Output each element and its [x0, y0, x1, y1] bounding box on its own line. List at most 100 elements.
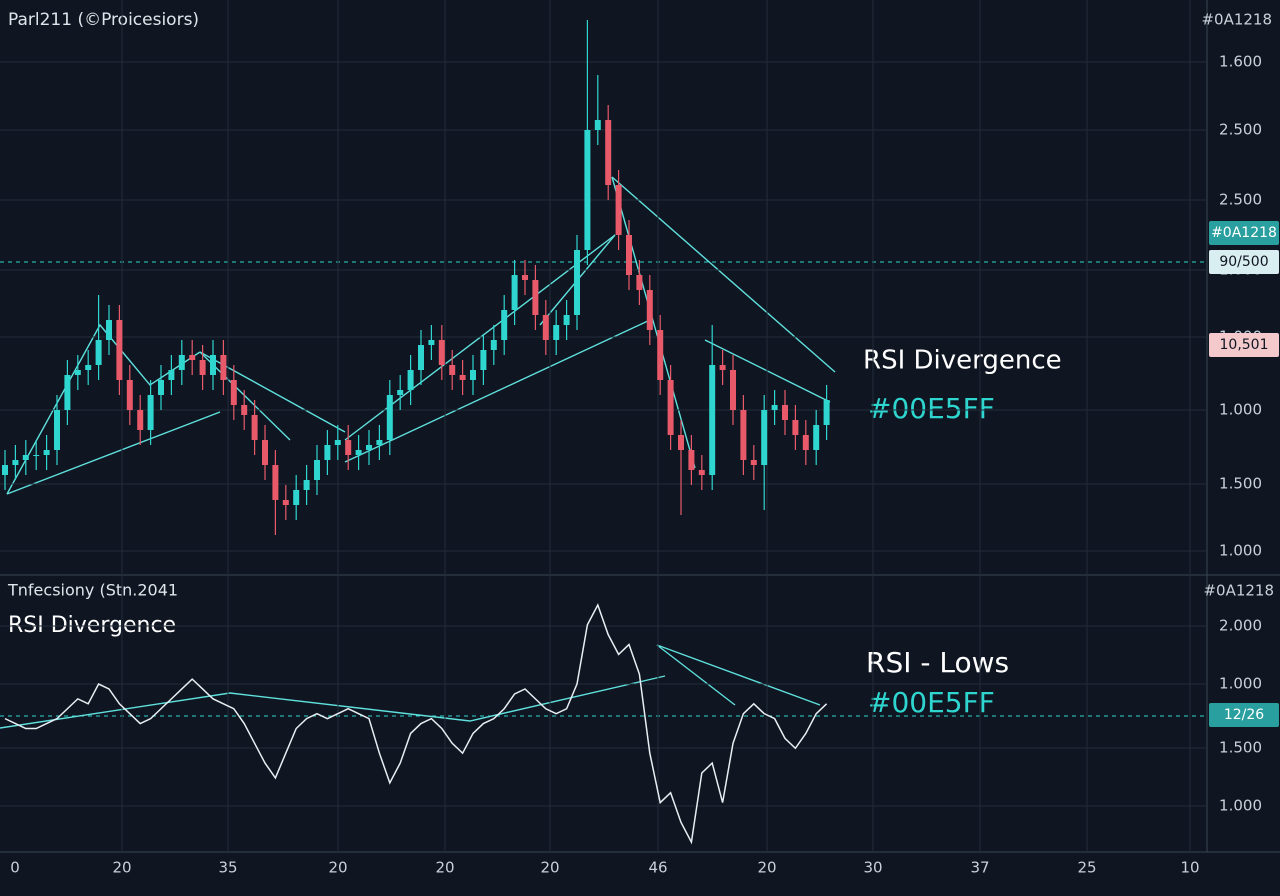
candle-body [802, 435, 809, 450]
candle-body [698, 470, 705, 475]
candle-body [407, 370, 414, 390]
candle-body [106, 320, 112, 340]
candle-body [584, 130, 591, 250]
x-tick-label: 46 [648, 859, 667, 877]
x-tick-label: 37 [970, 859, 989, 877]
price-label: 1.000 [1219, 675, 1262, 693]
grid [0, 0, 1280, 853]
candle-body [282, 500, 289, 505]
annotation-color: #00E5FF [868, 392, 995, 425]
annotation: RSI - Lows [866, 646, 1009, 679]
x-tick-label: 20 [328, 859, 347, 877]
candle-body [137, 410, 144, 430]
price-badge [1209, 221, 1279, 245]
candle-body [397, 390, 404, 395]
candle-body [116, 320, 123, 380]
candle-body [438, 340, 445, 365]
candle-body [490, 340, 497, 350]
candle-body [782, 405, 788, 420]
candle-body [230, 380, 237, 405]
price-label: 1.600 [1219, 53, 1262, 71]
pane-title: Tnfecsiony (Stn.2041 [7, 581, 178, 600]
price-badge [1209, 333, 1279, 357]
candle-body [646, 290, 653, 330]
candle-body [428, 340, 435, 345]
candle-body [470, 370, 476, 380]
x-tick-label: 10 [1180, 859, 1199, 877]
candle-body [366, 445, 372, 450]
candle-body [657, 330, 664, 380]
candle-body [750, 460, 757, 465]
candle-body [761, 410, 768, 465]
candle-body [147, 395, 154, 430]
candle-body [709, 365, 716, 475]
candle-body [594, 120, 601, 130]
price-label: 1.500 [1219, 475, 1262, 493]
candle-body [43, 450, 50, 455]
candle-body [12, 460, 19, 465]
annotation: RSI Divergence [863, 346, 1062, 376]
candle-body [158, 380, 164, 395]
corner-label: #0A1218 [1201, 11, 1272, 29]
chart-title: Parl211 (©Proicesiors) [8, 10, 199, 30]
candle-body [522, 275, 528, 280]
price-label: 2.500 [1219, 191, 1262, 209]
price-badge-label: 12/26 [1224, 707, 1264, 723]
candle-body [168, 370, 175, 380]
annotation-color: #00E5FF [868, 686, 995, 719]
price-label: 1.000 [1219, 542, 1262, 560]
x-tick-label: 20 [540, 859, 559, 877]
candle-body [178, 355, 185, 370]
price-badge [1209, 703, 1279, 727]
candle-body [189, 355, 196, 360]
candle-body [85, 365, 92, 370]
price-label: 2.000 [1219, 617, 1262, 635]
corner-label: #0A1218 [1203, 582, 1274, 600]
price-badge [1209, 250, 1279, 274]
candle-body [210, 355, 216, 375]
price-label: 1.500 [1219, 739, 1262, 757]
candle-body [688, 450, 695, 470]
x-tick-label: 20 [435, 859, 454, 877]
candle-body [740, 410, 747, 460]
candle-body [563, 315, 570, 325]
candle-body [615, 185, 622, 235]
candle-body [771, 405, 778, 410]
candle-body [33, 455, 40, 456]
x-tick-label: 30 [863, 859, 882, 877]
x-tick-label: 20 [757, 859, 776, 877]
candle-body [532, 280, 539, 315]
candle-body [355, 450, 362, 455]
candle-body [418, 345, 424, 370]
candle-body [480, 350, 487, 370]
price-label: 2.500 [1219, 121, 1262, 139]
candle-body [126, 380, 133, 410]
candle-body [459, 375, 466, 380]
candle-body [719, 365, 726, 370]
candle-body [241, 405, 248, 415]
candle-body [792, 420, 799, 435]
candle-body [314, 460, 320, 480]
price-badge-label: 90/500 [1219, 254, 1268, 270]
candle-body [324, 445, 331, 460]
price-label: 1.000 [1219, 401, 1262, 419]
candle-body [501, 310, 508, 340]
price-label: 1.000 [1219, 797, 1262, 815]
candle-body [449, 365, 456, 375]
candle-body [251, 415, 258, 440]
candle-body [293, 490, 300, 505]
x-tick-label: 35 [218, 859, 237, 877]
candle-body [667, 380, 674, 435]
candle-body [823, 400, 830, 425]
candle-body [22, 455, 29, 460]
x-tick-label: 0 [10, 859, 20, 877]
rsi-divergence-lines [0, 644, 821, 729]
candle-body [511, 275, 518, 310]
candle-body [303, 480, 310, 490]
candle-body [386, 395, 393, 440]
candle-body [54, 410, 60, 450]
candle-body [813, 425, 820, 450]
candle-body [574, 250, 580, 315]
candle-body [678, 435, 684, 450]
